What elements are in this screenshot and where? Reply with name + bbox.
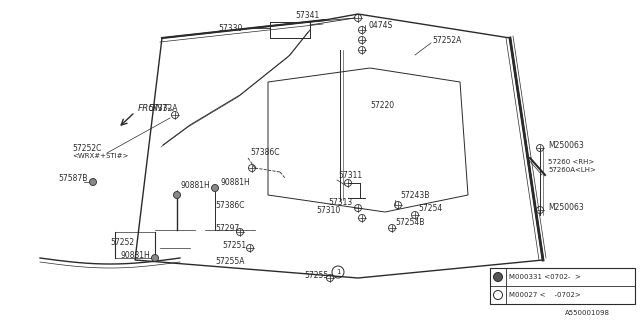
Circle shape [493,273,502,282]
Circle shape [90,179,97,186]
Text: 57255A: 57255A [215,258,244,267]
Text: M000331 <0702-  >: M000331 <0702- > [509,274,581,280]
Text: 57220: 57220 [370,100,394,109]
Text: 57297: 57297 [215,223,239,233]
Text: 57260A<LH>: 57260A<LH> [548,167,596,173]
Text: 90881H: 90881H [220,178,250,187]
Text: 1: 1 [336,269,340,275]
Text: 57310: 57310 [316,205,340,214]
Text: 90881H: 90881H [120,251,150,260]
Text: M250063: M250063 [548,140,584,149]
Text: 57243B: 57243B [400,190,429,199]
Text: 57255: 57255 [304,270,328,279]
Text: FRONT: FRONT [138,103,169,113]
Text: M250063: M250063 [548,203,584,212]
Circle shape [173,191,180,198]
Text: 57254: 57254 [418,204,442,212]
Text: 57587B: 57587B [58,173,88,182]
Text: 57313: 57313 [328,197,352,206]
Text: <WRX#+STI#>: <WRX#+STI#> [72,153,129,159]
Text: 57254B: 57254B [395,218,424,227]
Text: 57386C: 57386C [215,201,244,210]
Bar [490,268,635,304]
Text: 90881H: 90881H [180,180,210,189]
Text: A550001098: A550001098 [565,310,610,316]
Text: 57330: 57330 [218,23,243,33]
Text: 57332A: 57332A [148,103,177,113]
Circle shape [152,254,159,261]
Text: 57341: 57341 [295,11,319,20]
Text: 57252A: 57252A [432,36,461,44]
Text: 57252: 57252 [110,237,134,246]
Text: 57251: 57251 [222,241,246,250]
Text: 57252C: 57252C [72,143,101,153]
Text: 57386C: 57386C [250,148,280,156]
Circle shape [211,185,218,191]
Text: 57311: 57311 [338,171,362,180]
Text: 57260 <RH>: 57260 <RH> [548,159,595,165]
Text: M00027 <    -0702>: M00027 < -0702> [509,292,580,298]
Text: 0474S: 0474S [368,20,392,29]
